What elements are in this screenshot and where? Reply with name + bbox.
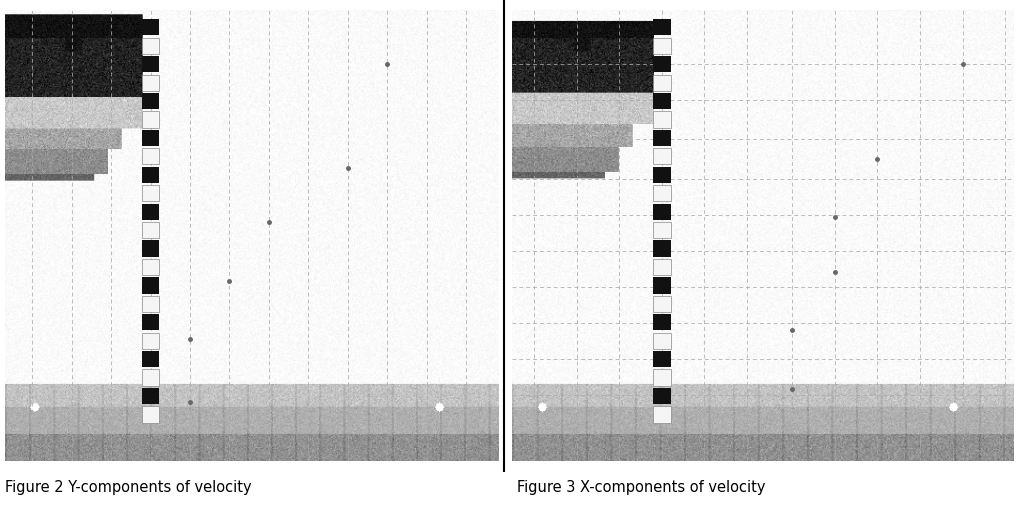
Bar xyxy=(653,314,671,330)
Bar xyxy=(142,93,160,109)
Bar xyxy=(142,296,160,312)
Bar xyxy=(142,351,160,367)
Bar xyxy=(653,167,671,183)
Bar xyxy=(653,222,671,238)
Bar xyxy=(653,112,671,127)
Bar xyxy=(142,241,160,257)
Bar xyxy=(653,333,671,349)
Bar xyxy=(653,278,671,293)
Bar xyxy=(142,204,160,220)
Text: Figure 2 Y-components of velocity: Figure 2 Y-components of velocity xyxy=(5,480,252,495)
Bar xyxy=(142,75,160,91)
Bar xyxy=(653,148,671,164)
Bar xyxy=(653,93,671,109)
Bar xyxy=(142,314,160,330)
Bar xyxy=(653,259,671,275)
Bar xyxy=(142,388,160,404)
Text: Figure 3 X-components of velocity: Figure 3 X-components of velocity xyxy=(517,480,765,495)
Bar xyxy=(142,278,160,293)
Bar xyxy=(142,148,160,164)
Bar xyxy=(142,167,160,183)
Bar xyxy=(653,388,671,404)
Bar xyxy=(653,296,671,312)
Bar xyxy=(653,204,671,220)
Bar xyxy=(653,38,671,54)
Bar xyxy=(142,370,160,386)
Bar xyxy=(142,112,160,127)
Bar xyxy=(653,241,671,257)
Bar xyxy=(142,222,160,238)
Bar xyxy=(653,407,671,422)
Bar xyxy=(142,130,160,146)
Bar xyxy=(653,56,671,72)
Bar xyxy=(653,75,671,91)
Bar xyxy=(653,19,671,35)
Bar xyxy=(142,38,160,54)
Bar xyxy=(142,259,160,275)
Bar xyxy=(142,19,160,35)
Bar xyxy=(142,333,160,349)
Bar xyxy=(653,185,671,201)
Bar xyxy=(142,185,160,201)
Bar xyxy=(653,351,671,367)
Bar xyxy=(653,130,671,146)
Bar xyxy=(653,370,671,386)
Bar xyxy=(142,407,160,422)
Bar xyxy=(142,56,160,72)
